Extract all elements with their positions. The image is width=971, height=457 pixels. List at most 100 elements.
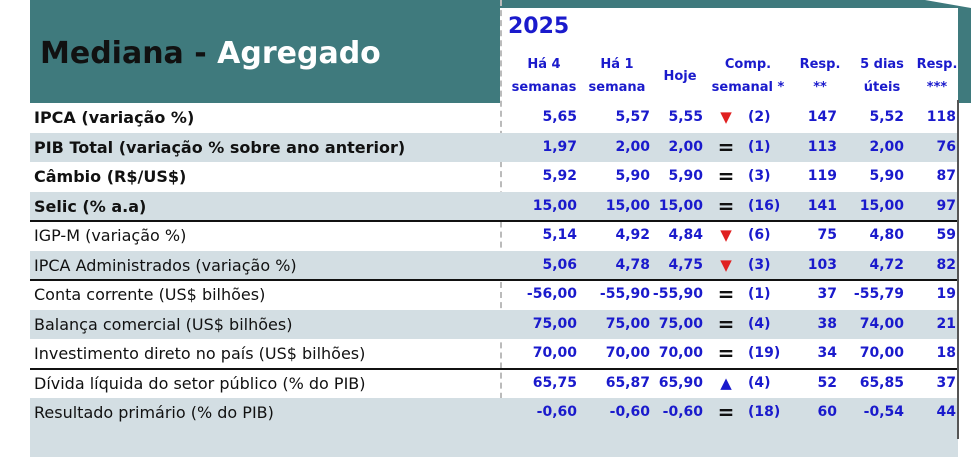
trend-symbol: ▼ — [716, 251, 736, 280]
value: 5,92 — [542, 162, 577, 191]
value: 5,57 — [615, 103, 650, 132]
row-label: Câmbio (R$/US$) — [34, 162, 186, 191]
value: 97 — [937, 192, 956, 221]
value: 37 — [937, 369, 956, 398]
trend-symbol: ▼ — [716, 103, 736, 132]
value: 18 — [937, 339, 956, 368]
value: 1,97 — [542, 133, 577, 162]
value: 4,78 — [615, 251, 650, 280]
column-header-line: semanas — [508, 76, 580, 99]
value: -55,79 — [854, 280, 904, 309]
value: -56,00 — [527, 280, 577, 309]
row-label: Conta corrente (US$ bilhões) — [34, 280, 265, 309]
weeks-count: (3) — [748, 162, 771, 191]
value: 15,00 — [606, 192, 650, 221]
value: -0,54 — [864, 398, 904, 427]
trend-symbol: = — [716, 133, 736, 162]
value: 75 — [818, 221, 837, 250]
value: 70,00 — [860, 339, 904, 368]
value: 4,92 — [615, 221, 650, 250]
value: 5,52 — [869, 103, 904, 132]
trend-symbol: = — [716, 310, 736, 339]
value: 21 — [937, 310, 956, 339]
page: Mediana - Agregado 2025 (() => { const d… — [0, 0, 971, 439]
value: -55,90 — [600, 280, 650, 309]
value: 2,00 — [869, 133, 904, 162]
value: 70,00 — [659, 339, 703, 368]
row-label: Balança comercial (US$ bilhões) — [34, 310, 292, 339]
value: 19 — [937, 280, 956, 309]
value: 70,00 — [606, 339, 650, 368]
column-header: Resp.** — [790, 53, 850, 99]
value: 75,00 — [659, 310, 703, 339]
column-header-line: 5 dias — [852, 53, 912, 76]
value: 34 — [818, 339, 837, 368]
value: 5,65 — [542, 103, 577, 132]
trend-symbol: ▼ — [716, 221, 736, 250]
value: 4,75 — [668, 251, 703, 280]
value: 5,90 — [668, 162, 703, 191]
trend-symbol: = — [716, 162, 736, 191]
column-header-line: *** — [914, 76, 960, 99]
value: 70,00 — [533, 339, 577, 368]
column-header-line: Comp. — [707, 53, 789, 76]
value: 118 — [927, 103, 956, 132]
trend-symbol: ▲ — [716, 369, 736, 398]
value: 59 — [937, 221, 956, 250]
row-shade — [30, 428, 958, 457]
value: 65,87 — [606, 369, 650, 398]
title-part: Agregado — [217, 36, 381, 71]
value: 4,80 — [869, 221, 904, 250]
value: 76 — [937, 133, 956, 162]
column-header-line: Resp. — [914, 53, 960, 76]
value: 5,06 — [542, 251, 577, 280]
value: 5,14 — [542, 221, 577, 250]
table-border — [957, 100, 959, 439]
value: 82 — [937, 251, 956, 280]
value: 147 — [808, 103, 837, 132]
value: 15,00 — [659, 192, 703, 221]
value: 65,85 — [860, 369, 904, 398]
row-label: Investimento direto no país (US$ bilhões… — [34, 339, 365, 368]
value: 5,90 — [615, 162, 650, 191]
title-part: Mediana - — [40, 36, 207, 71]
weeks-count: (18) — [748, 398, 780, 427]
column-header-line: Hoje — [655, 65, 705, 88]
value: 5,55 — [668, 103, 703, 132]
column-header-line: semana — [582, 76, 652, 99]
value: -0,60 — [537, 398, 577, 427]
value: 2,00 — [668, 133, 703, 162]
trend-symbol: = — [716, 339, 736, 368]
column-header-line: Resp. — [790, 53, 850, 76]
value: 38 — [818, 310, 837, 339]
year: 2025 — [508, 14, 569, 39]
row-label: IGP-M (variação %) — [34, 221, 186, 250]
value: -55,90 — [653, 280, 703, 309]
weeks-count: (4) — [748, 310, 771, 339]
value: 15,00 — [533, 192, 577, 221]
value: 141 — [808, 192, 837, 221]
column-header-line: Há 1 — [582, 53, 652, 76]
column-header: Resp.*** — [914, 53, 960, 99]
value: 4,84 — [668, 221, 703, 250]
value: -0,60 — [610, 398, 650, 427]
row-label: PIB Total (variação % sobre ano anterior… — [34, 133, 405, 162]
weeks-count: (3) — [748, 251, 771, 280]
trend-symbol: = — [716, 398, 736, 427]
value: 4,72 — [869, 251, 904, 280]
column-header: Hoje — [655, 65, 705, 88]
value: 103 — [808, 251, 837, 280]
weeks-count: (16) — [748, 192, 780, 221]
trend-symbol: = — [716, 280, 736, 309]
value: 5,90 — [869, 162, 904, 191]
value: 74,00 — [860, 310, 904, 339]
weeks-count: (19) — [748, 339, 780, 368]
value: 37 — [818, 280, 837, 309]
value: 65,90 — [659, 369, 703, 398]
title: Mediana - Agregado — [40, 36, 381, 71]
row-label: IPCA Administrados (variação %) — [34, 251, 297, 280]
column-header-line: semanal * — [707, 76, 789, 99]
